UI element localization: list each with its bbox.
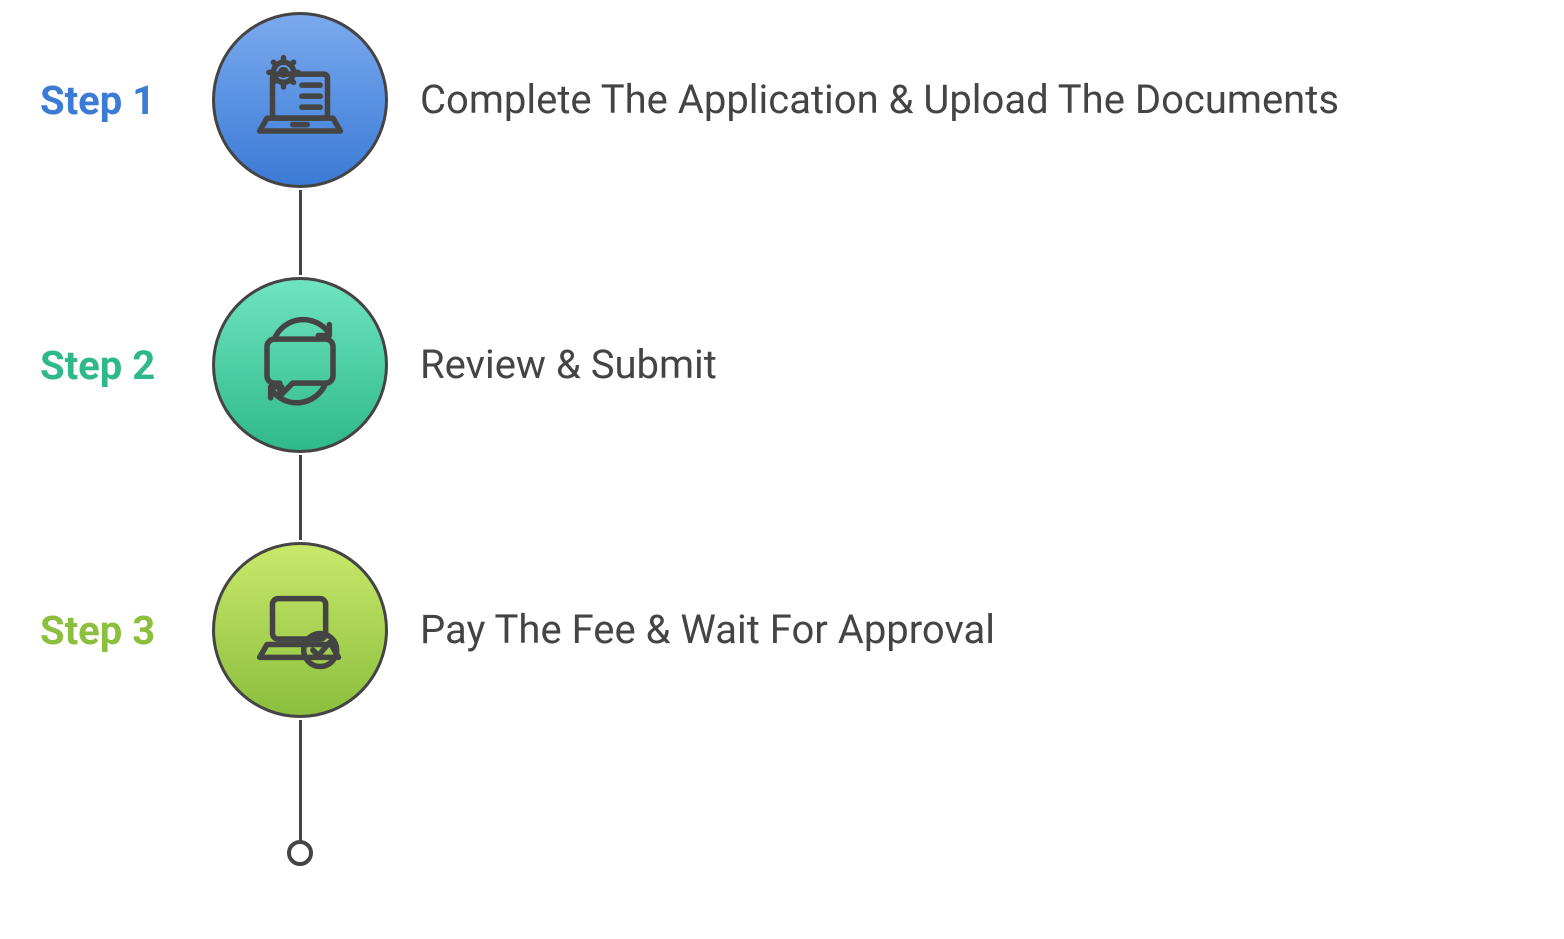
step-1-label: Step 1 bbox=[40, 77, 210, 124]
connector-tail bbox=[40, 720, 1339, 850]
end-marker-icon bbox=[287, 840, 313, 866]
step-1-circle-col bbox=[210, 12, 390, 188]
connector-1-2 bbox=[40, 190, 1339, 275]
connector-line bbox=[299, 455, 302, 540]
step-row-1: Step 1 bbox=[40, 10, 1339, 190]
step-2-circle-col bbox=[210, 277, 390, 453]
step-3-description: Pay The Fee & Wait For Approval bbox=[420, 605, 995, 655]
step-2-circle bbox=[212, 277, 388, 453]
connector-line bbox=[299, 190, 302, 275]
step-row-3: Step 3 Pay The Fee & Wai bbox=[40, 540, 1339, 720]
laptop-check-icon bbox=[245, 573, 355, 687]
laptop-gear-icon bbox=[245, 43, 355, 157]
step-3-circle-col bbox=[210, 542, 390, 718]
step-list: Step 1 bbox=[40, 10, 1339, 850]
step-3-circle bbox=[212, 542, 388, 718]
refresh-chat-icon bbox=[245, 308, 355, 422]
connector-line bbox=[299, 720, 302, 850]
step-3-label: Step 3 bbox=[40, 607, 210, 654]
step-2-description: Review & Submit bbox=[420, 340, 717, 390]
step-1-circle bbox=[212, 12, 388, 188]
step-row-2: Step 2 Re bbox=[40, 275, 1339, 455]
step-2-label: Step 2 bbox=[40, 342, 210, 389]
connector-2-3 bbox=[40, 455, 1339, 540]
step-1-description: Complete The Application & Upload The Do… bbox=[420, 75, 1339, 125]
step-diagram: Step 1 bbox=[0, 0, 1564, 939]
